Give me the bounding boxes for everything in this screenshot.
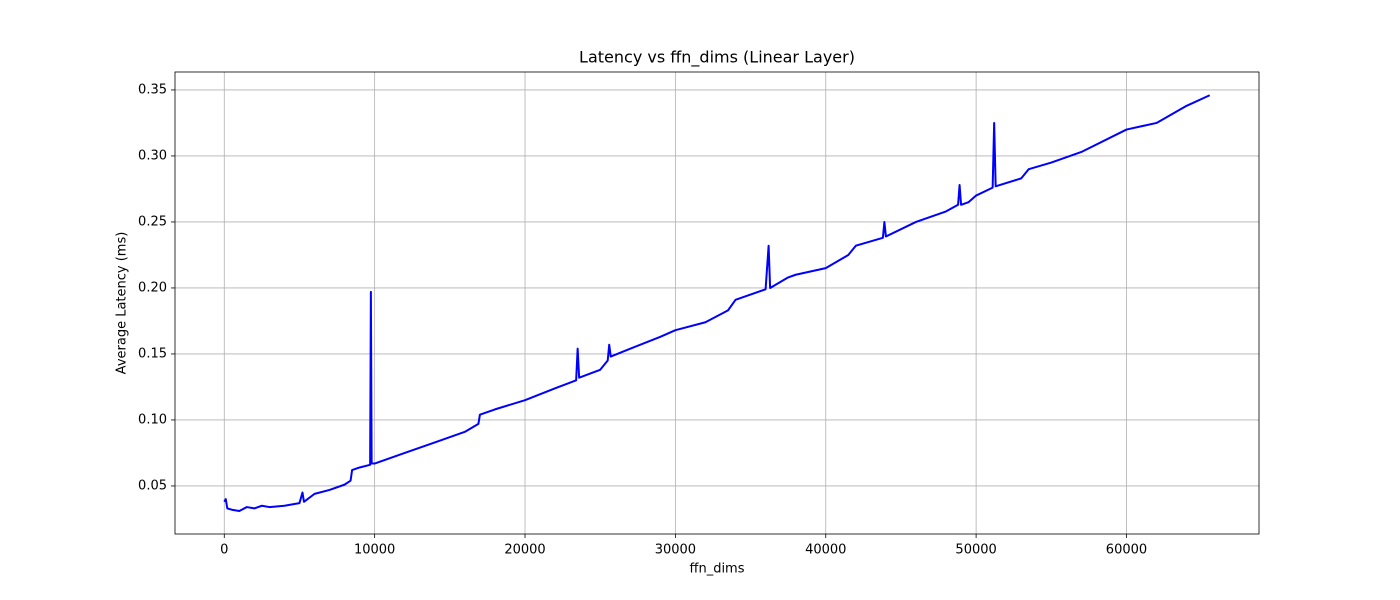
x-axis-label: ffn_dims [690,562,745,577]
x-tick-label: 10000 [354,543,395,558]
y-tick-label: 0.35 [138,82,167,97]
x-tick-label: 30000 [655,543,696,558]
plot-frame [174,71,1260,535]
y-tick-label: 0.15 [138,346,167,361]
chart-title: Latency vs ffn_dims (Linear Layer) [579,48,855,68]
x-tick-label: 40000 [805,543,846,558]
x-tick-label: 20000 [504,543,545,558]
y-tick-label: 0.20 [138,280,167,295]
y-tick-label: 0.05 [138,478,167,493]
x-tick-label: 50000 [955,543,996,558]
data-line [223,94,1211,513]
y-tick-label: 0.30 [138,148,167,163]
y-tick-label: 0.10 [138,412,167,427]
y-axis-label: Average Latency (ms) [115,232,130,375]
y-tick-label: 0.25 [138,214,167,229]
x-tick-label: 0 [220,543,228,558]
x-tick-label: 60000 [1106,543,1147,558]
